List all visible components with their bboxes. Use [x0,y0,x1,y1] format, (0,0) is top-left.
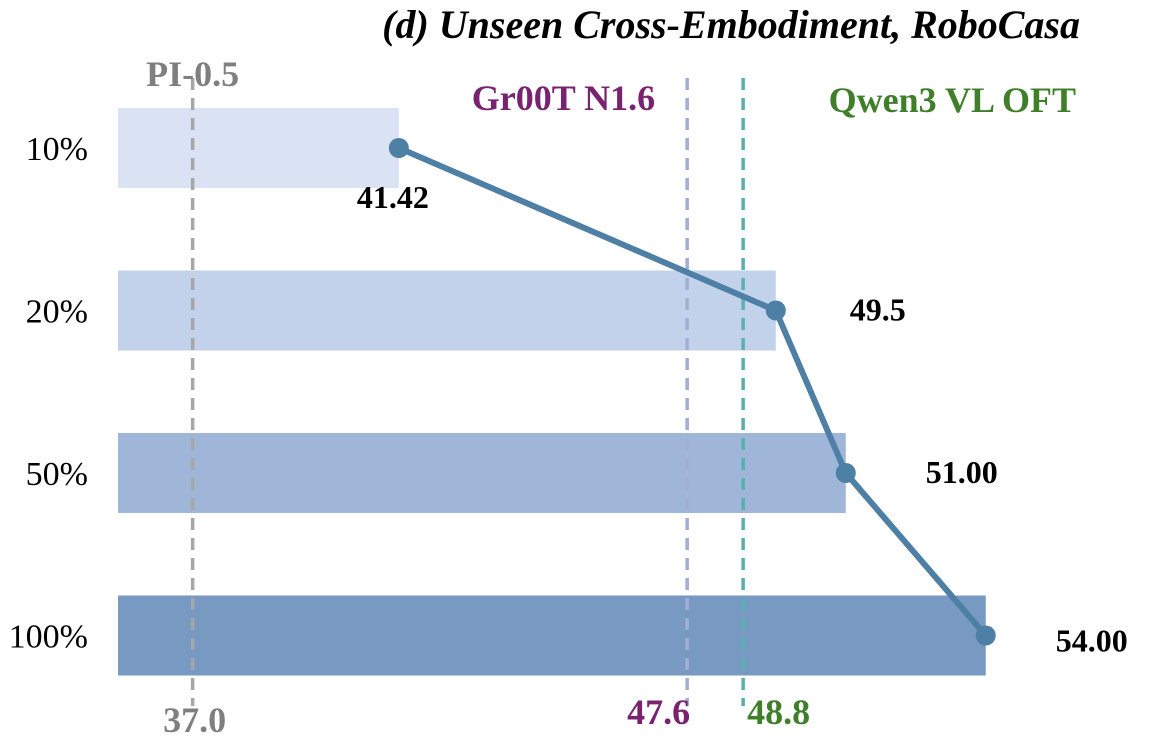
bar-1 [118,108,399,188]
reference-name: Gr00T N1.6 [472,78,655,118]
category-label: 20% [26,294,88,331]
data-point [765,300,786,321]
bars-layer [118,108,986,676]
category-label: 10% [26,131,88,168]
reference-value: 47.6 [627,692,690,732]
bar-3 [118,433,846,513]
trend-line [397,145,988,638]
reference-value: 48.8 [747,692,810,732]
value-label: 51.00 [926,454,998,490]
data-point [388,138,409,158]
category-label: 50% [26,456,88,493]
data-point [835,463,856,483]
reference-name: PI-0.5 [146,54,239,94]
value-label: 49.5 [850,292,906,328]
reference-name: Qwen3 VL OFT [829,80,1076,120]
bar-4 [118,595,986,676]
bar-2 [118,270,776,351]
reference-lines-layer [190,78,745,706]
reference-value: 37.0 [163,700,226,740]
category-label: 100% [9,619,88,656]
trend-line-layer [388,138,996,646]
labels-layer: 10% 20% 50% 100% PI-0.5 Gr00T N1.6 Qwen3 VL OF… [9,54,1128,740]
value-label: 54.00 [1056,623,1128,659]
chart-title: (d) Unseen Cross-Embodiment, RoboCasa [382,2,1080,47]
data-point [975,625,996,646]
value-label: 41.42 [357,179,429,215]
